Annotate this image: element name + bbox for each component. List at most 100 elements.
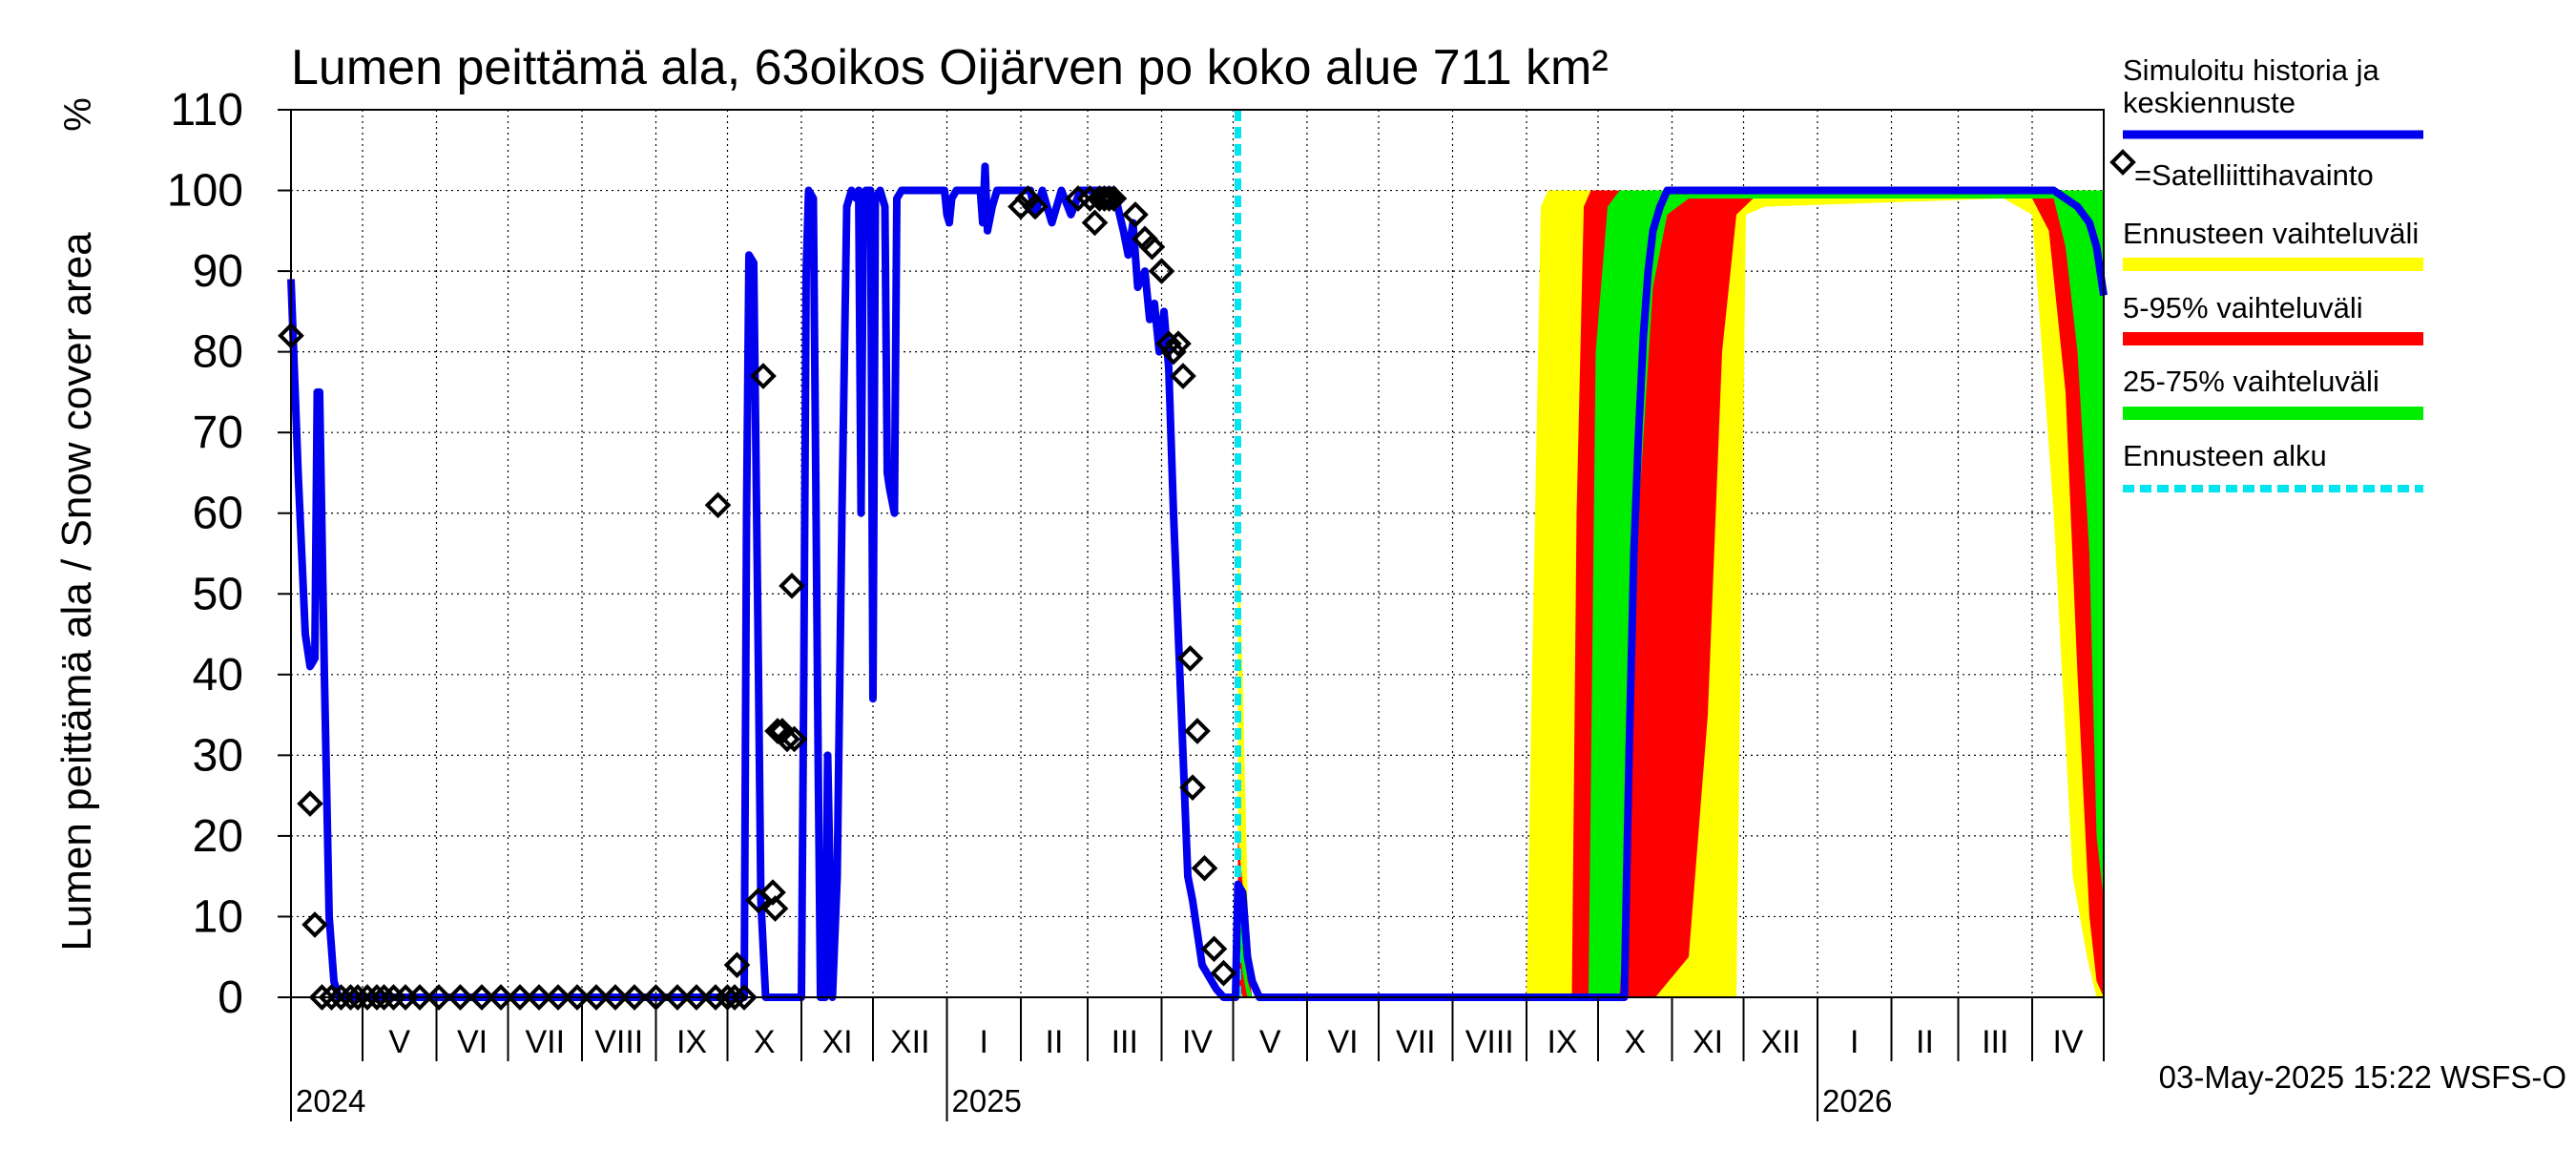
month-label: II (1046, 1024, 1064, 1060)
satellite-point (602, 984, 629, 1011)
satellite-point (723, 951, 751, 979)
y-tick-label: 80 (193, 327, 243, 378)
y-tick-label: 40 (193, 650, 243, 700)
satellite-point (1179, 774, 1206, 802)
y-tick-label: 100 (167, 166, 243, 217)
satellite-point (731, 984, 758, 1011)
y-axis-unit: % (57, 97, 99, 132)
satellite-point (406, 984, 433, 1011)
legend-label-p25-75: 25-75% vaihteluväli (2123, 365, 2379, 398)
satellite-point (370, 984, 398, 1011)
year-label: 2026 (1822, 1083, 1892, 1119)
month-label: X (754, 1024, 776, 1060)
legend-label-range: Ennusteen vaihteluväli (2123, 217, 2419, 250)
satellite-point (1155, 330, 1182, 358)
y-tick-label: 30 (193, 730, 243, 781)
month-label: VIII (1465, 1024, 1514, 1060)
month-label: IV (2052, 1024, 2083, 1060)
month-label: VI (1327, 1024, 1358, 1060)
month-label: V (1259, 1024, 1281, 1060)
satellite-point (1100, 185, 1128, 212)
satellite-point (750, 363, 777, 389)
y-tick-label: 50 (193, 569, 243, 619)
satellite-point (1165, 330, 1192, 358)
satellite-point (1191, 854, 1218, 882)
satellite-point (1210, 959, 1237, 987)
month-label: V (388, 1024, 410, 1060)
legend-label-p5-95: 5-95% vaihteluväli (2123, 291, 2363, 324)
plot-frame (290, 109, 2105, 998)
satellite-point (1176, 645, 1204, 672)
year-label: 2024 (296, 1083, 365, 1119)
satellite-point (308, 984, 336, 1011)
satellite-point (564, 984, 591, 1011)
satellite-point (354, 984, 381, 1011)
satellite-point (327, 984, 355, 1011)
satellite-point (318, 984, 345, 1011)
satellite-point (364, 984, 390, 1011)
satellite-point (1170, 363, 1196, 389)
satellite-point (337, 984, 364, 1011)
satellite-point (1081, 209, 1109, 237)
y-tick-label: 90 (193, 246, 243, 297)
satellite-point (780, 725, 808, 753)
satellite-point (488, 984, 514, 1011)
month-label: XI (821, 1024, 852, 1060)
month-label: XII (890, 1024, 930, 1060)
y-tick-label: 110 (170, 85, 243, 136)
satellite-point (545, 984, 571, 1011)
satellite-point (526, 984, 552, 1011)
y-tick-label: 70 (193, 408, 243, 458)
month-label: X (1624, 1024, 1646, 1060)
satellite-point (621, 984, 648, 1011)
satellite-point (468, 984, 495, 1011)
band-p5-95 (1237, 190, 2104, 997)
satellite-point (704, 491, 732, 519)
satellite-point (1095, 185, 1123, 212)
satellite-point (1160, 338, 1187, 366)
satellite-point (1138, 233, 1166, 261)
month-label: VII (1396, 1024, 1436, 1060)
year-label: 2025 (952, 1083, 1022, 1119)
satellite-point (301, 911, 328, 938)
month-label: IX (676, 1024, 707, 1060)
satellite-point (1148, 258, 1175, 284)
y-tick-label: 10 (193, 891, 243, 942)
satellite-point (344, 984, 371, 1011)
satellite-point (683, 984, 710, 1011)
month-label: III (1111, 1024, 1138, 1060)
month-label: IX (1547, 1024, 1577, 1060)
y-tick-label: 60 (193, 489, 243, 539)
month-label: VI (457, 1024, 488, 1060)
month-label: XI (1693, 1024, 1723, 1060)
y-axis-label: Lumen peittämä ala / Snow cover area (53, 232, 100, 951)
timestamp-label: 03-May-2025 15:22 WSFS-O (2159, 1059, 2566, 1095)
series-line-simulated (287, 162, 2108, 1001)
satellite-point (779, 572, 805, 599)
satellite-point (1022, 193, 1049, 220)
month-label: I (1850, 1024, 1859, 1060)
month-label: VIII (594, 1024, 643, 1060)
month-label: III (1982, 1024, 2008, 1060)
satellite-point (507, 984, 533, 1011)
satellite-point (664, 984, 691, 1011)
satellite-point (721, 984, 748, 1011)
chart-title: Lumen peittämä ala, 63oikos Oijärven po … (291, 40, 1609, 95)
month-label: VII (525, 1024, 565, 1060)
satellite-point (1122, 201, 1149, 228)
series-layer (287, 110, 2108, 1001)
satellite-point (1184, 718, 1211, 744)
satellite-point (447, 984, 474, 1011)
satellite-point (774, 725, 800, 753)
y-tick-label: 20 (193, 811, 243, 862)
satellite-point (297, 790, 323, 817)
satellite-point (769, 718, 796, 744)
satellite-markers (278, 185, 1237, 1011)
month-label: XII (1760, 1024, 1800, 1060)
legend-label-simulated-line1: Simuloitu historia ja (2123, 53, 2380, 87)
legend-label-forecast-start: Ennusteen alku (2123, 439, 2327, 472)
satellite-point (583, 984, 610, 1011)
satellite-point (1200, 935, 1228, 963)
legend-label-simulated: Simuloitu historia ja keskiennuste (2123, 53, 2380, 119)
